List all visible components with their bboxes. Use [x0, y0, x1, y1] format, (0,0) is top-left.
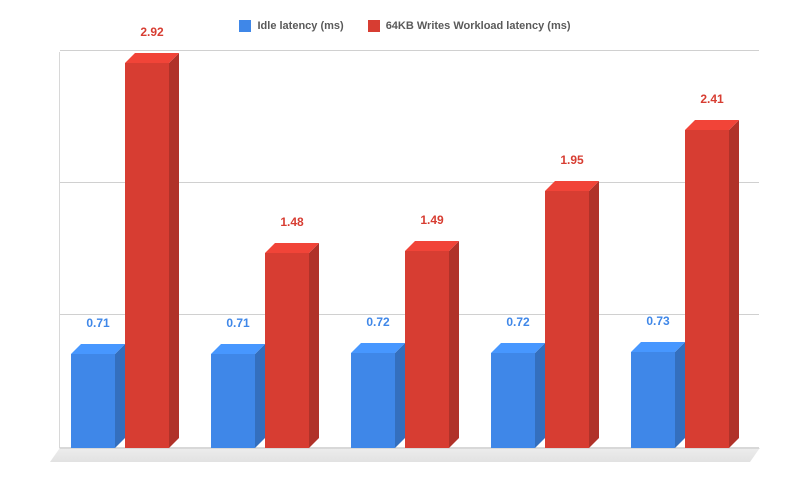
- bar-front: [491, 353, 535, 448]
- bar: 0.72: [351, 353, 395, 448]
- bar-value-label: 0.72: [488, 315, 548, 329]
- bar-side: [675, 342, 685, 448]
- bar-side: [535, 343, 545, 448]
- legend-label-workload: 64KB Writes Workload latency (ms): [386, 20, 571, 32]
- bar-value-label: 1.95: [542, 153, 602, 167]
- bar: 1.49: [405, 251, 449, 448]
- bar-top: [125, 53, 179, 63]
- bar-value-label: 1.49: [402, 213, 462, 227]
- bar-front: [125, 63, 169, 448]
- bar-group: 0.721.95: [491, 191, 589, 448]
- legend-swatch-workload: [368, 20, 380, 32]
- bar-value-label: 0.71: [68, 316, 128, 330]
- bar-value-label: 0.73: [628, 314, 688, 328]
- bar-side: [449, 241, 459, 448]
- bar: 1.48: [265, 253, 309, 448]
- bar-group: 0.711.48: [211, 253, 309, 448]
- bar: 1.95: [545, 191, 589, 448]
- bar-side: [395, 343, 405, 448]
- bar-front: [405, 251, 449, 448]
- bar: 0.71: [71, 354, 115, 448]
- bar-front: [211, 354, 255, 448]
- bar-side: [169, 53, 179, 448]
- floor-plane: [50, 448, 760, 462]
- legend-item-idle: Idle latency (ms): [239, 20, 343, 32]
- bar-side: [309, 243, 319, 448]
- bar-side: [589, 181, 599, 448]
- bar-front: [351, 353, 395, 448]
- bar-front: [71, 354, 115, 448]
- bar-front: [545, 191, 589, 448]
- bar-group: 0.721.49: [351, 251, 449, 448]
- bar: 2.41: [685, 130, 729, 448]
- bar-group: 0.712.92: [71, 63, 169, 448]
- bar-group: 0.732.41: [631, 130, 729, 448]
- bar-front: [265, 253, 309, 448]
- bar-front: [685, 130, 729, 448]
- gridline: [60, 50, 759, 51]
- bar-groups: 0.712.920.711.480.721.490.721.950.732.41: [50, 52, 750, 448]
- legend-label-idle: Idle latency (ms): [257, 20, 343, 32]
- bar-value-label: 2.41: [682, 92, 742, 106]
- bar: 0.72: [491, 353, 535, 448]
- legend-item-workload: 64KB Writes Workload latency (ms): [368, 20, 571, 32]
- bar: 0.71: [211, 354, 255, 448]
- bar-front: [631, 352, 675, 448]
- bar-value-label: 1.48: [262, 215, 322, 229]
- bar-side: [255, 344, 265, 448]
- bar: 0.73: [631, 352, 675, 448]
- bar-value-label: 0.72: [348, 315, 408, 329]
- plot-area: 0.712.920.711.480.721.490.721.950.732.41: [40, 42, 770, 472]
- bar: 2.92: [125, 63, 169, 448]
- bar-value-label: 2.92: [122, 25, 182, 39]
- legend-swatch-idle: [239, 20, 251, 32]
- bar-value-label: 0.71: [208, 316, 268, 330]
- plot: 0.712.920.711.480.721.490.721.950.732.41: [50, 52, 750, 462]
- bar-side: [729, 120, 739, 448]
- latency-bar-chart: Idle latency (ms) 64KB Writes Workload l…: [0, 0, 810, 500]
- bar-side: [115, 344, 125, 448]
